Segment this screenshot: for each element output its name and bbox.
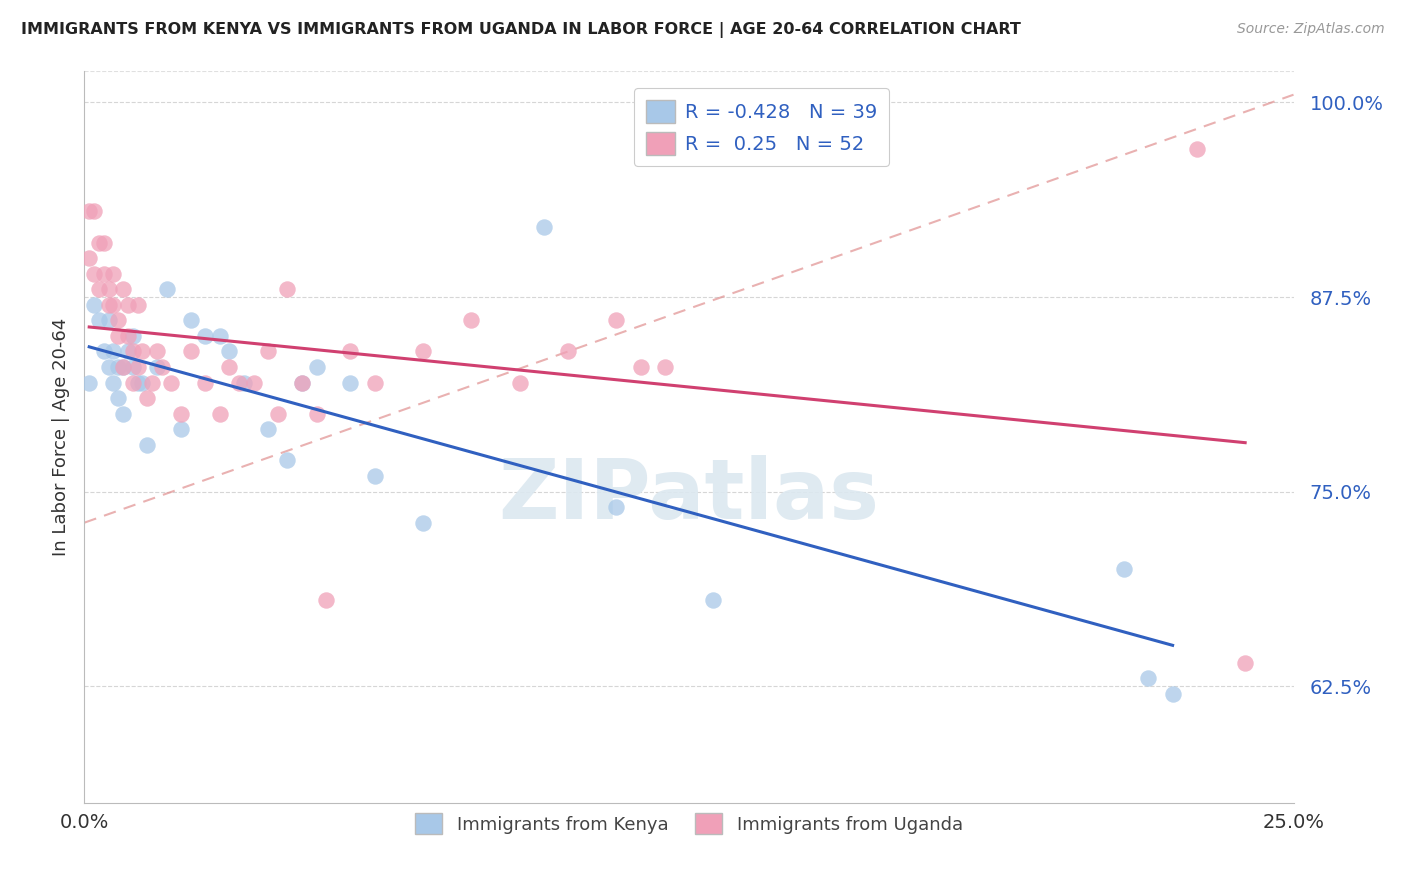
Point [87,235,110,250]
Point [87,282,110,296]
Point [97,359,120,374]
Point [460,313,482,327]
Point [127,376,149,390]
Text: Source: ZipAtlas.com: Source: ZipAtlas.com [1237,22,1385,37]
Point [131,376,153,390]
Point [218,344,240,359]
Point [127,298,149,312]
Point [136,391,159,405]
Point [194,376,217,390]
Point [112,359,135,374]
Point [155,282,177,296]
Point [117,298,139,312]
Point [267,407,290,421]
Point [103,298,125,312]
Text: ZIPatlas: ZIPatlas [499,455,879,536]
Point [77,204,100,219]
Point [291,376,314,390]
Point [107,329,129,343]
Point [121,344,143,359]
Point [77,376,100,390]
Point [107,359,129,374]
Point [1185,142,1208,156]
Point [83,204,105,219]
Point [305,407,328,421]
Point [121,359,143,374]
Point [315,593,337,607]
Point [305,359,328,374]
Point [605,313,627,327]
Point [146,344,169,359]
Point [150,359,173,374]
Point [180,313,202,327]
Point [1114,562,1136,576]
Point [112,359,135,374]
Point [170,422,193,436]
Y-axis label: In Labor Force | Age 20-64: In Labor Force | Age 20-64 [52,318,70,557]
Point [93,235,115,250]
Point [117,329,139,343]
Point [533,219,555,234]
Point [218,359,240,374]
Point [1161,687,1184,701]
Point [228,376,250,390]
Point [93,267,115,281]
Point [103,267,125,281]
Point [141,376,163,390]
Point [654,359,676,374]
Point [276,282,298,296]
Point [291,376,314,390]
Point [630,359,652,374]
Point [1234,656,1257,670]
Point [112,407,135,421]
Point [160,376,183,390]
Point [233,376,256,390]
Point [83,267,105,281]
Point [97,313,120,327]
Point [170,407,193,421]
Point [242,376,264,390]
Point [121,329,143,343]
Point [276,453,298,467]
Point [208,329,231,343]
Point [194,329,217,343]
Point [363,376,385,390]
Point [257,344,280,359]
Point [339,344,361,359]
Point [87,313,110,327]
Point [97,298,120,312]
Point [208,407,231,421]
Point [257,422,280,436]
Point [557,344,579,359]
Text: IMMIGRANTS FROM KENYA VS IMMIGRANTS FROM UGANDA IN LABOR FORCE | AGE 20-64 CORRE: IMMIGRANTS FROM KENYA VS IMMIGRANTS FROM… [21,22,1021,38]
Point [83,298,105,312]
Point [131,344,153,359]
Point [1137,671,1160,685]
Point [412,344,434,359]
Point [107,313,129,327]
Point [103,344,125,359]
Point [127,359,149,374]
Point [146,359,169,374]
Point [77,251,100,265]
Point [702,593,724,607]
Point [103,376,125,390]
Point [107,391,129,405]
Point [117,344,139,359]
Point [412,516,434,530]
Point [112,282,135,296]
Point [509,376,531,390]
Point [121,376,143,390]
Point [605,500,627,515]
Point [363,469,385,483]
Point [93,344,115,359]
Point [136,438,159,452]
Legend: Immigrants from Kenya, Immigrants from Uganda: Immigrants from Kenya, Immigrants from U… [408,806,970,841]
Point [180,344,202,359]
Point [97,282,120,296]
Point [339,376,361,390]
